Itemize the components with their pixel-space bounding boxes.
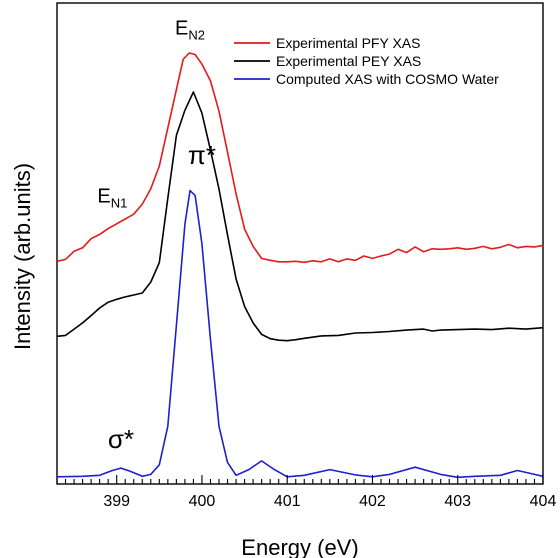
x-tick-label: 402 (359, 493, 386, 510)
x-tick-label: 401 (274, 493, 301, 510)
legend: Experimental PFY XAS Experimental PEY XAS… (234, 35, 499, 87)
series-line-2 (56, 91, 544, 342)
peak-annotation-2: EN1 (97, 186, 127, 211)
x-tick-label: 400 (189, 493, 216, 510)
x-tick-label: 403 (444, 493, 471, 510)
legend-label-3: Computed XAS with COSMO Water (276, 71, 499, 87)
plot-frame (56, 2, 544, 485)
series-layer (56, 52, 544, 479)
legend-label-1: Experimental PFY XAS (276, 35, 420, 51)
y-axis-label: Intensity (arb.units) (10, 163, 35, 350)
x-tick-label: 399 (103, 493, 130, 510)
peak-annotation-4: σ* (108, 424, 134, 454)
peak-annotation-3: π* (188, 140, 216, 170)
x-axis-label: Energy (eV) (241, 535, 358, 558)
peak-annotation-1: EN2 (175, 17, 205, 42)
x-tick-label: 404 (530, 493, 557, 510)
legend-label-2: Experimental PEY XAS (276, 53, 421, 69)
plot-area (56, 2, 544, 485)
x-axis: 399 400 401 402 403 404 (56, 475, 557, 510)
series-line-1 (56, 52, 544, 264)
series-line-3 (56, 189, 544, 479)
annotations: EN2 EN1 π* σ* (97, 17, 216, 454)
